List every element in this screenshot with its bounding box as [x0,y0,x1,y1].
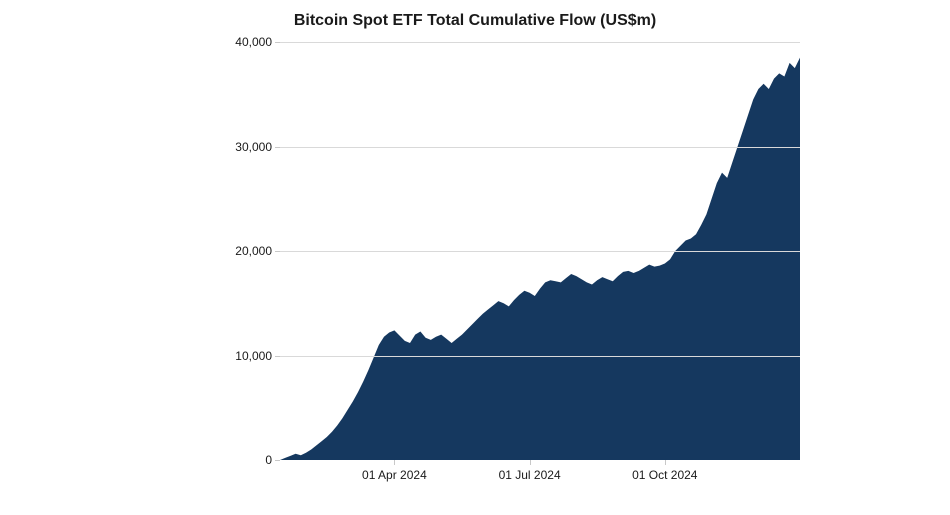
x-tick-mark [394,460,395,465]
gridline [280,147,800,148]
y-tick-label: 10,000 [235,349,280,363]
x-tick-label: 01 Jul 2024 [499,468,561,482]
chart-title: Bitcoin Spot ETF Total Cumulative Flow (… [0,12,950,30]
y-tick-label: 20,000 [235,244,280,258]
gridline [280,42,800,43]
y-tick-label: 0 [265,453,280,467]
x-tick-label: 01 Oct 2024 [632,468,697,482]
y-tick-label: 40,000 [235,35,280,49]
plot-area: 010,00020,00030,00040,00001 Apr 202401 J… [280,42,800,460]
chart-container: Bitcoin Spot ETF Total Cumulative Flow (… [0,0,950,515]
x-tick-label: 01 Apr 2024 [362,468,427,482]
x-tick-mark [665,460,666,465]
area-fill [280,58,800,460]
gridline [280,251,800,252]
y-tick-label: 30,000 [235,140,280,154]
gridline [280,356,800,357]
x-tick-mark [530,460,531,465]
